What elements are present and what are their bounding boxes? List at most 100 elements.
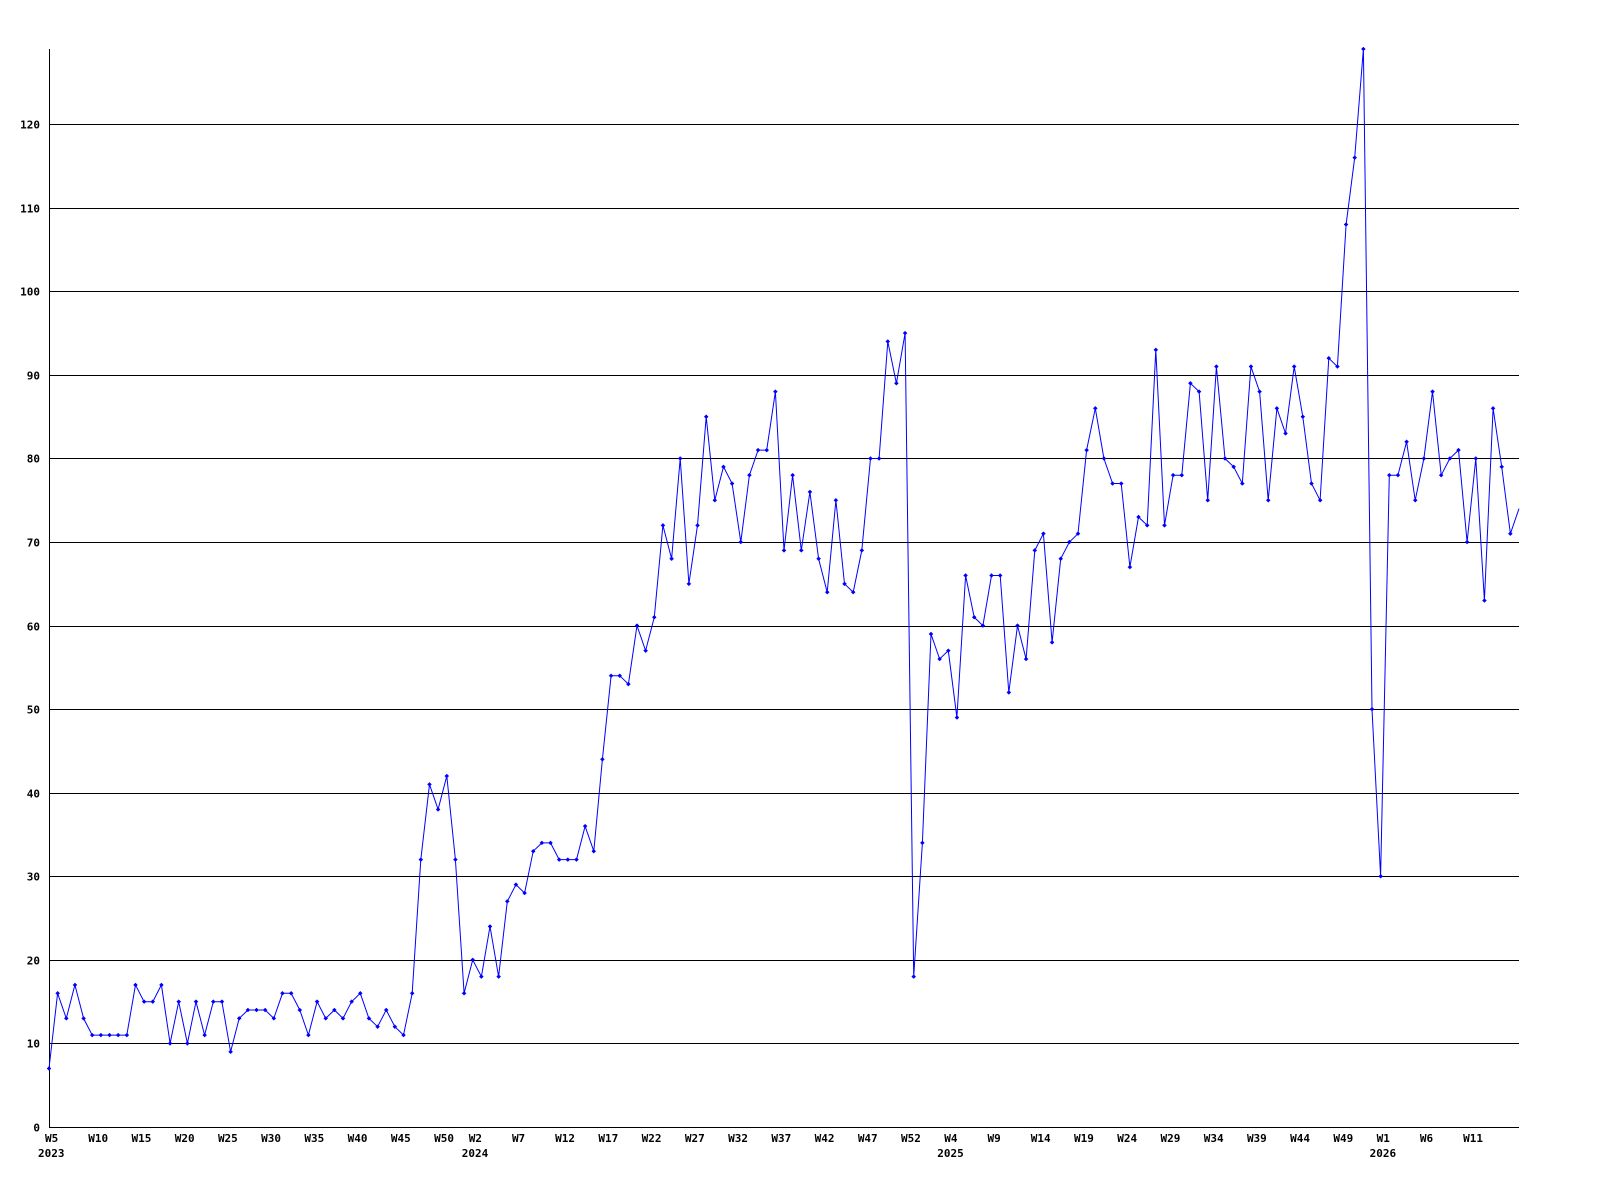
data-point (314, 999, 320, 1005)
data-point (928, 631, 934, 637)
data-point (1075, 531, 1081, 537)
data-point (963, 573, 968, 578)
data-point (184, 1041, 190, 1046)
data-point (1101, 456, 1107, 461)
data-point (1447, 456, 1453, 461)
data-point (954, 715, 960, 720)
data-point (651, 614, 657, 620)
data-point (72, 982, 78, 988)
data-point (565, 857, 571, 862)
data-point (1404, 439, 1409, 445)
series (46, 46, 1520, 1071)
data-point (1144, 522, 1150, 528)
data-point (1473, 456, 1479, 461)
data-point (1386, 472, 1392, 478)
data-point (236, 1016, 242, 1021)
data-point (176, 999, 182, 1005)
data-point (798, 548, 804, 553)
data-point (660, 522, 666, 528)
data-point (747, 472, 752, 478)
x-tick-label: W27 (685, 1132, 705, 1145)
data-point (591, 848, 597, 854)
data-point (1291, 364, 1297, 369)
y-tick-label: 0 (33, 1122, 40, 1135)
x-tick-label: W49 (1333, 1132, 1353, 1145)
data-point (902, 330, 908, 336)
data-point (764, 447, 770, 453)
data-point (1213, 364, 1219, 369)
data-point (193, 999, 199, 1005)
data-point (824, 589, 830, 595)
x-tick-label: W12 (555, 1132, 575, 1145)
data-point (496, 974, 502, 979)
x-tick-label: W17 (598, 1132, 618, 1145)
data-point (669, 556, 674, 562)
data-point (1015, 623, 1020, 628)
data-point (159, 982, 164, 988)
data-point (262, 1007, 268, 1013)
y-tick-label: 120 (20, 119, 40, 132)
x-tick-label: W22 (642, 1132, 662, 1145)
data-point (600, 756, 605, 762)
data-point (115, 1032, 121, 1038)
data-point (444, 773, 450, 779)
data-point (997, 573, 1003, 578)
data-point (816, 556, 821, 562)
x-tick-label: W24 (1117, 1132, 1137, 1145)
data-point (1170, 472, 1176, 478)
y-tick-label: 10 (27, 1038, 40, 1051)
data-point (556, 857, 562, 862)
data-point (1265, 497, 1271, 503)
data-point (1248, 364, 1254, 369)
series-line (48, 48, 1520, 1069)
data-point (89, 1032, 95, 1038)
data-point (1084, 447, 1090, 453)
y-tick-label: 80 (27, 453, 40, 466)
data-point (885, 339, 891, 344)
data-point (254, 1007, 259, 1013)
data-point (548, 840, 553, 846)
data-point (46, 1066, 52, 1071)
data-point (280, 990, 285, 996)
data-point (513, 882, 519, 888)
data-point (625, 681, 631, 687)
data-point (55, 990, 61, 996)
x-tick-label: W6 (1420, 1132, 1434, 1145)
data-point (1490, 405, 1496, 411)
data-point (487, 924, 493, 929)
data-point (141, 999, 147, 1005)
gridlines (49, 124, 1519, 1044)
data-point (228, 1049, 233, 1055)
data-point (1058, 556, 1064, 562)
data-point (781, 548, 787, 553)
x-tick-label: W11 (1463, 1132, 1483, 1145)
data-point (1335, 364, 1340, 369)
data-point (1378, 873, 1384, 879)
data-point (435, 807, 441, 812)
data-point (1205, 497, 1211, 503)
x-tick-label: W44 (1290, 1132, 1310, 1145)
x-tick-label: W5 (45, 1132, 58, 1145)
data-point (989, 573, 994, 578)
data-point (1309, 481, 1314, 486)
data-point (772, 389, 778, 394)
data-point (1188, 380, 1193, 386)
y-tick-label: 70 (27, 537, 40, 550)
x-tick-label: W15 (131, 1132, 151, 1145)
y-tick-label: 60 (27, 621, 40, 634)
data-point (971, 614, 977, 620)
data-point (1352, 155, 1358, 160)
x-year-label: 2024 (462, 1147, 489, 1160)
x-axis-ticks: W5 2023 W10 W15 W20 W25 W30 W35 W40 W45 W50 W2 2024 W… (38, 1132, 1483, 1160)
data-point (1343, 222, 1349, 227)
data-point (738, 539, 744, 545)
data-point (574, 857, 579, 862)
data-point (1231, 464, 1237, 470)
data-point (340, 1016, 346, 1021)
data-point (1257, 389, 1262, 394)
data-point (833, 497, 839, 503)
data-point (634, 623, 640, 628)
data-point (842, 581, 847, 587)
x-tick-label: W25 (218, 1132, 238, 1145)
data-point (807, 489, 813, 495)
